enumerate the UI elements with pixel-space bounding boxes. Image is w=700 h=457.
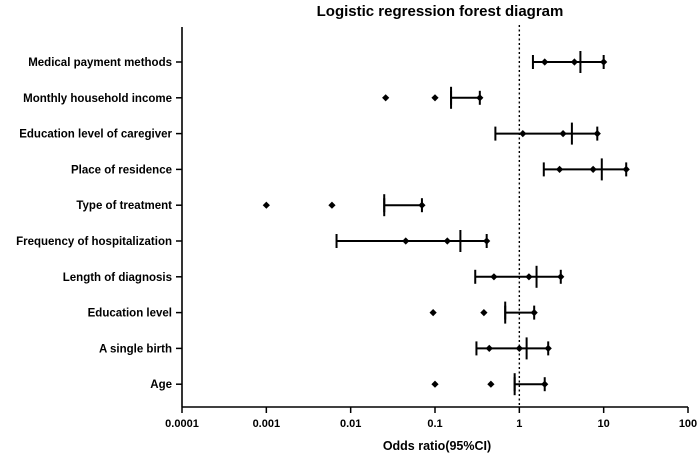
data-marker — [382, 94, 390, 102]
row-label: Education level — [88, 308, 172, 320]
data-marker — [559, 130, 567, 138]
row-label: Medical payment methods — [28, 57, 172, 69]
row-label: Type of treatment — [76, 200, 172, 212]
data-marker — [541, 58, 549, 66]
data-marker — [519, 130, 527, 138]
x-tick-label: 100 — [679, 418, 697, 430]
data-marker — [402, 237, 410, 245]
data-marker — [525, 273, 533, 281]
data-marker — [589, 165, 597, 173]
row-label: Monthly household income — [23, 93, 172, 105]
x-axis-label: Odds ratio(95%CI) — [383, 439, 491, 453]
ci-end-marker — [593, 130, 601, 138]
data-marker — [570, 58, 579, 66]
x-tick-label: 0.001 — [253, 418, 281, 430]
data-marker — [431, 380, 439, 388]
ci-end-marker — [557, 273, 565, 281]
data-marker — [480, 309, 488, 317]
x-tick-label: 0.0001 — [165, 418, 199, 430]
data-marker — [328, 201, 336, 209]
ci-end-marker — [544, 344, 552, 352]
x-tick-label: 0.1 — [427, 418, 442, 430]
data-marker — [429, 309, 437, 317]
row-label: Length of diagnosis — [63, 272, 172, 284]
data-marker — [555, 165, 564, 173]
ci-end-marker — [600, 58, 608, 66]
x-tick-label: 10 — [598, 418, 610, 430]
data-marker — [490, 273, 498, 281]
ci-end-marker — [476, 94, 484, 102]
data-marker — [515, 344, 523, 352]
row-label: Place of residence — [71, 164, 172, 176]
row-label: Education level of caregiver — [19, 129, 172, 141]
row-label: Frequency of hospitalization — [16, 236, 172, 248]
data-marker — [487, 380, 495, 388]
x-tick-label: 1 — [516, 418, 522, 430]
ci-end-marker — [541, 380, 549, 388]
ci-end-marker — [418, 201, 426, 209]
x-tick-label: 0.01 — [340, 418, 361, 430]
ci-end-marker — [483, 237, 491, 245]
ci-end-marker — [622, 165, 630, 173]
data-marker — [262, 201, 270, 209]
chart-title: Logistic regression forest diagram — [317, 3, 564, 20]
ci-end-marker — [530, 309, 538, 317]
data-marker — [443, 237, 451, 245]
data-marker — [431, 94, 439, 102]
data-marker — [485, 344, 493, 352]
plot-layer: 0.0001 0.001 0.01 0.1 1 10 100 Medical payment … — [16, 25, 697, 430]
row-label: A single birth — [99, 343, 172, 355]
row-label: Age — [150, 379, 172, 391]
